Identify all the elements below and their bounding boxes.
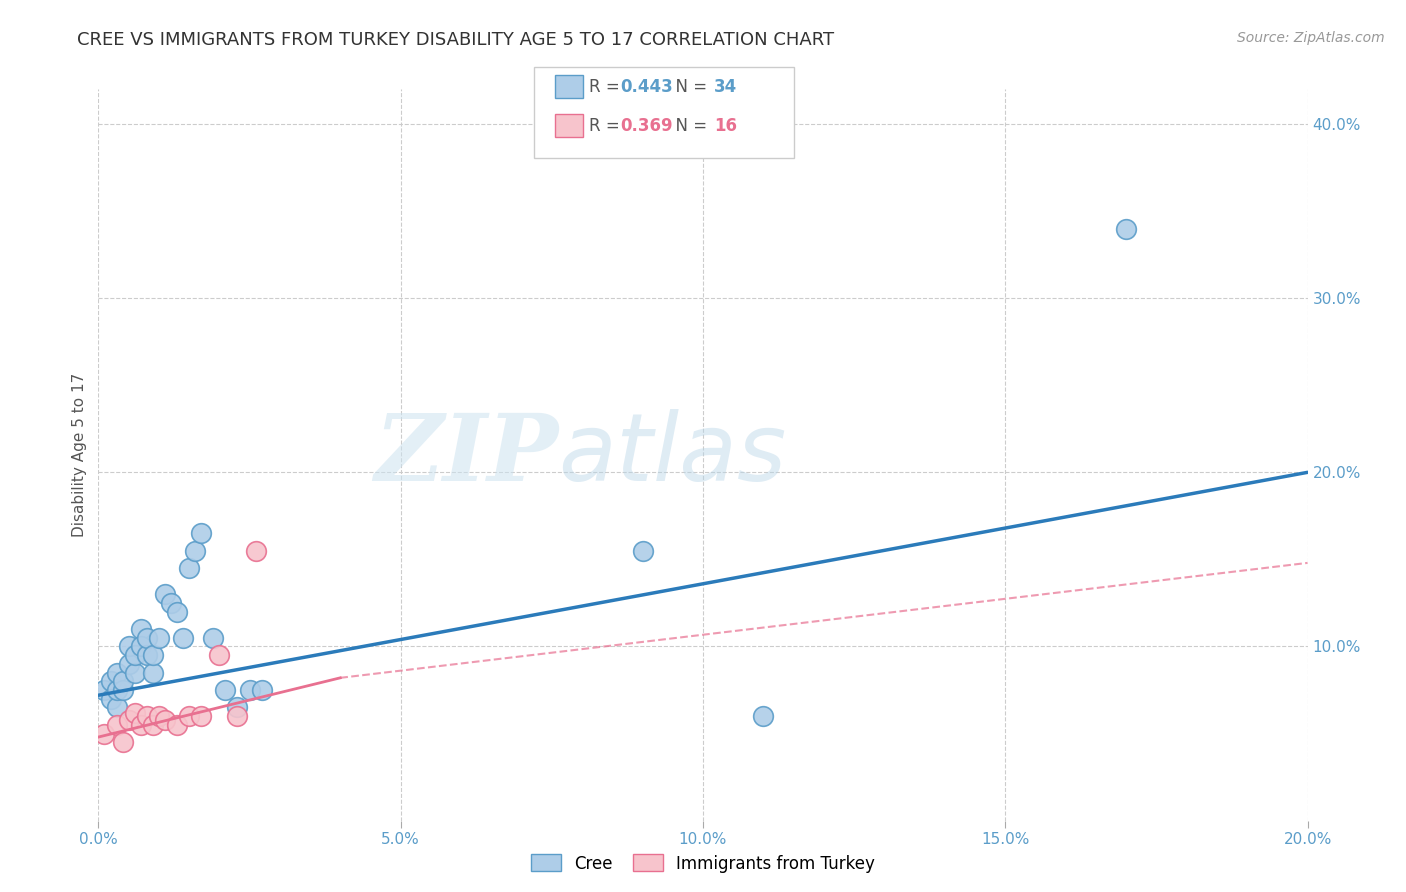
Text: Source: ZipAtlas.com: Source: ZipAtlas.com [1237,31,1385,45]
Point [172,631,194,645]
Point [135,709,157,723]
Y-axis label: Disability Age 5 to 17: Disability Age 5 to 17 [72,373,87,537]
Point [179,561,201,575]
Point [105,718,128,732]
Point [135,631,157,645]
Point [250,683,273,698]
Point [148,631,170,645]
Point [142,718,165,732]
Point [93,726,115,740]
Point [190,709,212,723]
Point [631,543,654,558]
Point [118,713,141,727]
Point [752,709,775,723]
Point [100,691,122,706]
Point [190,526,212,541]
Text: R =: R = [589,117,626,135]
Text: 0.443: 0.443 [620,78,673,95]
Point [129,640,152,654]
Point [129,622,152,636]
Point [160,596,183,610]
Legend: Cree, Immigrants from Turkey: Cree, Immigrants from Turkey [524,847,882,880]
Point [1115,221,1137,235]
Point [105,665,128,680]
Text: N =: N = [665,117,713,135]
Point [118,657,141,671]
Text: 34: 34 [714,78,738,95]
Point [111,674,134,689]
Point [239,683,262,698]
Point [208,648,231,663]
Text: CREE VS IMMIGRANTS FROM TURKEY DISABILITY AGE 5 TO 17 CORRELATION CHART: CREE VS IMMIGRANTS FROM TURKEY DISABILIT… [77,31,834,49]
Point [202,631,225,645]
Text: N =: N = [665,78,713,95]
Point [93,683,115,698]
Point [135,648,157,663]
Point [142,648,165,663]
Point [153,713,176,727]
Point [124,665,146,680]
Point [214,683,236,698]
Point [184,543,207,558]
Point [245,543,267,558]
Point [226,700,249,714]
Point [153,587,176,601]
Point [124,706,146,720]
Text: 0.369: 0.369 [620,117,672,135]
Point [100,674,122,689]
Point [166,718,188,732]
Point [166,605,188,619]
Point [111,735,134,749]
Point [105,700,128,714]
Point [129,718,152,732]
Point [118,640,141,654]
Point [142,665,165,680]
Text: R =: R = [589,78,626,95]
Point [148,709,170,723]
Point [111,683,134,698]
Text: ZIP: ZIP [374,410,558,500]
Text: 16: 16 [714,117,737,135]
Point [105,683,128,698]
Point [226,709,249,723]
Point [179,709,201,723]
Point [124,648,146,663]
Text: atlas: atlas [558,409,786,500]
